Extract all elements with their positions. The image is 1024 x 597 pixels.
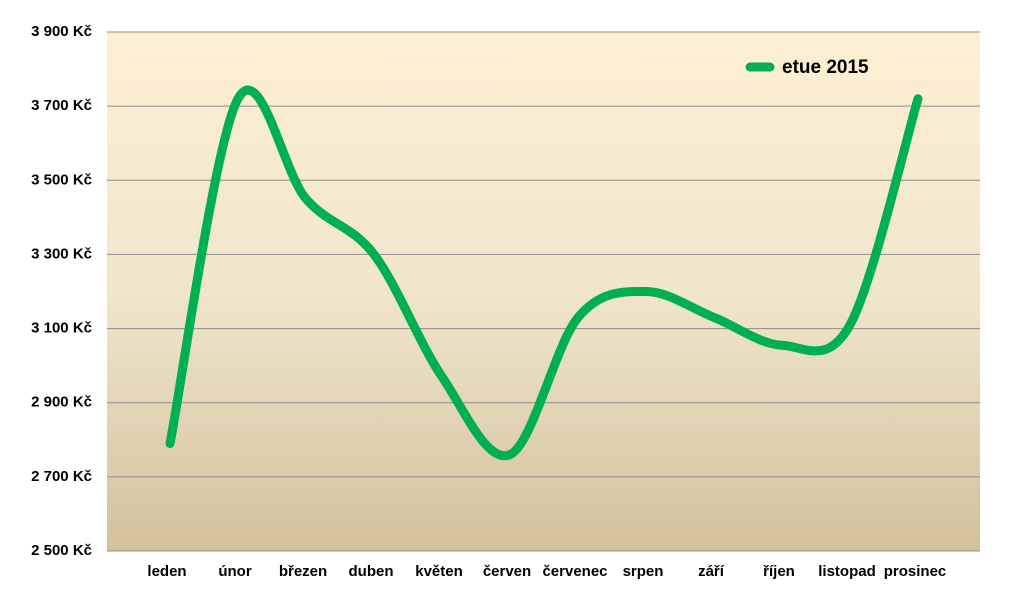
x-tick-label: červen xyxy=(483,563,531,580)
y-tick-label: 3 100 Kč xyxy=(31,320,92,337)
x-tick-label: únor xyxy=(218,563,251,580)
x-tick-label: květen xyxy=(415,563,463,580)
y-tick-label: 2 500 Kč xyxy=(31,542,92,559)
x-tick-label: červenec xyxy=(542,563,607,580)
y-tick-label: 3 900 Kč xyxy=(31,23,92,40)
x-tick-label: březen xyxy=(279,563,327,580)
y-tick-label: 3 700 Kč xyxy=(31,97,92,114)
x-tick-label: říjen xyxy=(763,563,795,580)
x-tick-label: prosinec xyxy=(884,563,947,580)
y-tick-label: 2 700 Kč xyxy=(31,468,92,485)
x-tick-label: listopad xyxy=(818,563,876,580)
x-tick-label: duben xyxy=(349,563,394,580)
legend-label: etue 2015 xyxy=(782,57,869,78)
plot-area xyxy=(107,32,980,551)
x-tick-label: srpen xyxy=(623,563,664,580)
y-tick-label: 2 900 Kč xyxy=(31,394,92,411)
y-tick-label: 3 500 Kč xyxy=(31,171,92,188)
y-tick-label: 3 300 Kč xyxy=(31,245,92,262)
x-tick-label: leden xyxy=(147,563,186,580)
x-tick-label: září xyxy=(698,563,725,580)
line xyxy=(165,85,923,461)
